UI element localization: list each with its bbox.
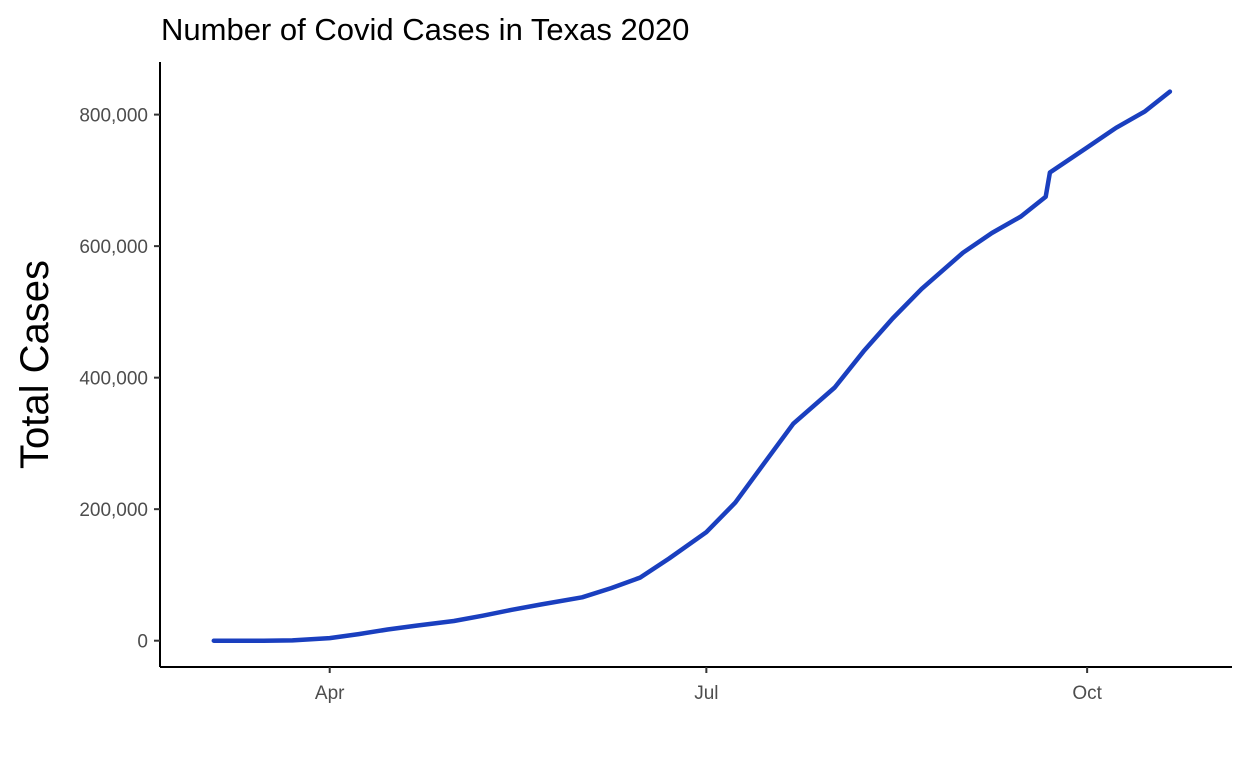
- series-layer: [211, 89, 1173, 643]
- series-line-total-cases: [211, 89, 1173, 643]
- y-tick-label: 800,000: [79, 106, 148, 127]
- x-tick-label: Apr: [315, 683, 345, 704]
- x-tick-label: Jul: [694, 683, 718, 704]
- y-tick-label: 200,000: [79, 500, 148, 521]
- y-tick-label: 0: [137, 632, 148, 653]
- y-tick-label: 400,000: [79, 369, 148, 390]
- chart-title: Number of Covid Cases in Texas 2020: [161, 12, 689, 47]
- y-tick-label: 600,000: [79, 237, 148, 258]
- x-tick-label: Oct: [1072, 683, 1102, 704]
- y-axis-ticks: 0 200,000 400,000 600,000 800,000: [79, 106, 160, 653]
- y-axis-label: Total Cases: [13, 260, 57, 469]
- x-axis-ticks: Apr Jul Oct: [315, 667, 1103, 704]
